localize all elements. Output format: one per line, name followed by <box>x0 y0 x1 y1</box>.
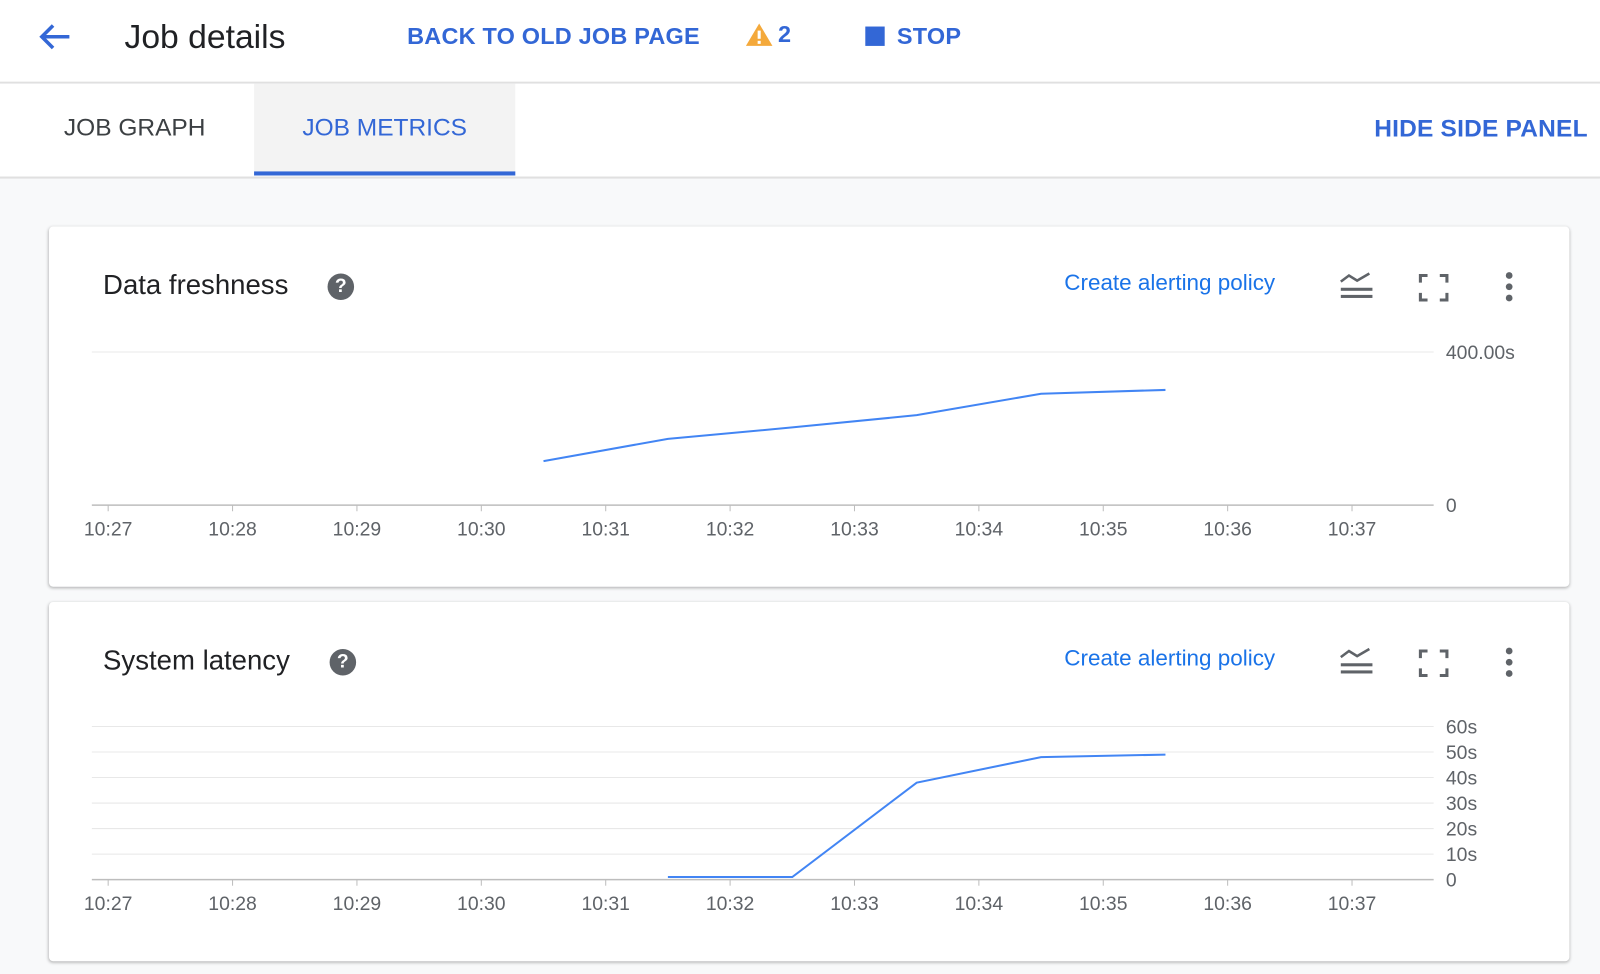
y-tick-label: 60s <box>1446 717 1477 739</box>
help-icon[interactable]: ? <box>329 648 357 676</box>
create-alerting-policy-link[interactable]: Create alerting policy <box>1064 269 1276 295</box>
y-tick-label: 20s <box>1446 819 1477 841</box>
help-icon[interactable]: ? <box>327 273 355 300</box>
system-latency-chart: 0 10s 20s 30s 40s 50s 60s 10:27 10:28 10:29 10:30 1… <box>84 717 1477 916</box>
x-tick-label: 10:28 <box>208 893 257 915</box>
data-freshness-card: Data freshness ? Create alerting policy … <box>48 226 1570 587</box>
x-tick-label: 10:34 <box>955 893 1004 915</box>
x-tick-label: 10:29 <box>333 893 382 915</box>
tab-job-metrics[interactable]: JOB METRICS <box>254 83 516 176</box>
back-arrow-icon[interactable] <box>37 20 74 53</box>
x-tick-label: 10:27 <box>84 519 133 541</box>
x-tick-label: 10:30 <box>457 519 506 541</box>
create-alerting-policy-link[interactable]: Create alerting policy <box>1064 644 1276 671</box>
tab-bar: JOB GRAPH JOB METRICS HIDE SIDE PANEL <box>0 83 1600 179</box>
stop-button[interactable]: STOP <box>865 22 961 50</box>
warning-count: 2 <box>778 20 792 47</box>
x-tick-label: 10:29 <box>333 519 382 541</box>
x-tick-label: 10:34 <box>955 519 1004 541</box>
series-line <box>667 753 1166 879</box>
x-tick-label: 10:33 <box>830 519 879 541</box>
top-bar: Job details BACK TO OLD JOB PAGE 2 STOP <box>0 0 1600 84</box>
y-tick-label: 10s <box>1446 844 1477 866</box>
more-options-icon[interactable] <box>1489 267 1530 308</box>
fullscreen-icon[interactable] <box>1413 643 1454 684</box>
warning-icon <box>745 22 773 46</box>
data-freshness-chart: 0 400.00s 10:27 10:28 10:29 10:30 10:31 10:32 10… <box>84 342 1515 541</box>
more-options-icon[interactable] <box>1489 643 1530 684</box>
x-tick-label: 10:36 <box>1203 519 1252 541</box>
x-tick-label: 10:31 <box>581 893 630 915</box>
legend-toggle-icon[interactable] <box>1337 643 1378 684</box>
x-tick-label: 10:37 <box>1328 519 1377 541</box>
x-tick-label: 10:30 <box>457 893 506 915</box>
system-latency-card: System latency ? Create alerting policy … <box>48 602 1570 962</box>
y-tick-label: 50s <box>1446 742 1477 764</box>
stop-icon <box>865 26 885 46</box>
y-tick-label: 0 <box>1446 870 1457 892</box>
page-title: Job details <box>124 17 286 56</box>
x-tick-label: 10:32 <box>706 893 755 915</box>
y-tick-label: 40s <box>1446 768 1477 790</box>
y-tick-label: 400.00s <box>1446 342 1515 364</box>
back-to-old-job-page-button[interactable]: BACK TO OLD JOB PAGE <box>407 22 700 49</box>
x-tick-label: 10:33 <box>830 893 879 915</box>
y-tick-label: 0 <box>1446 495 1457 517</box>
x-tick-label: 10:35 <box>1079 519 1128 541</box>
x-tick-label: 10:32 <box>706 519 755 541</box>
fullscreen-icon[interactable] <box>1413 267 1454 308</box>
tab-job-graph[interactable]: JOB GRAPH <box>63 114 206 142</box>
warnings-button[interactable]: 2 <box>745 20 791 48</box>
legend-toggle-icon[interactable] <box>1337 267 1378 308</box>
x-tick-label: 10:35 <box>1079 893 1128 915</box>
y-tick-label: 30s <box>1446 793 1477 815</box>
x-tick-label: 10:27 <box>84 893 133 915</box>
chart-title: System latency <box>103 644 290 676</box>
hide-side-panel-button[interactable]: HIDE SIDE PANEL <box>1374 115 1588 143</box>
stop-label: STOP <box>896 22 962 49</box>
series-line <box>543 388 1166 463</box>
x-tick-label: 10:36 <box>1203 893 1252 915</box>
x-tick-label: 10:37 <box>1328 893 1377 915</box>
x-tick-label: 10:28 <box>208 519 257 541</box>
chart-title: Data freshness <box>103 269 289 300</box>
x-tick-label: 10:31 <box>581 519 630 541</box>
